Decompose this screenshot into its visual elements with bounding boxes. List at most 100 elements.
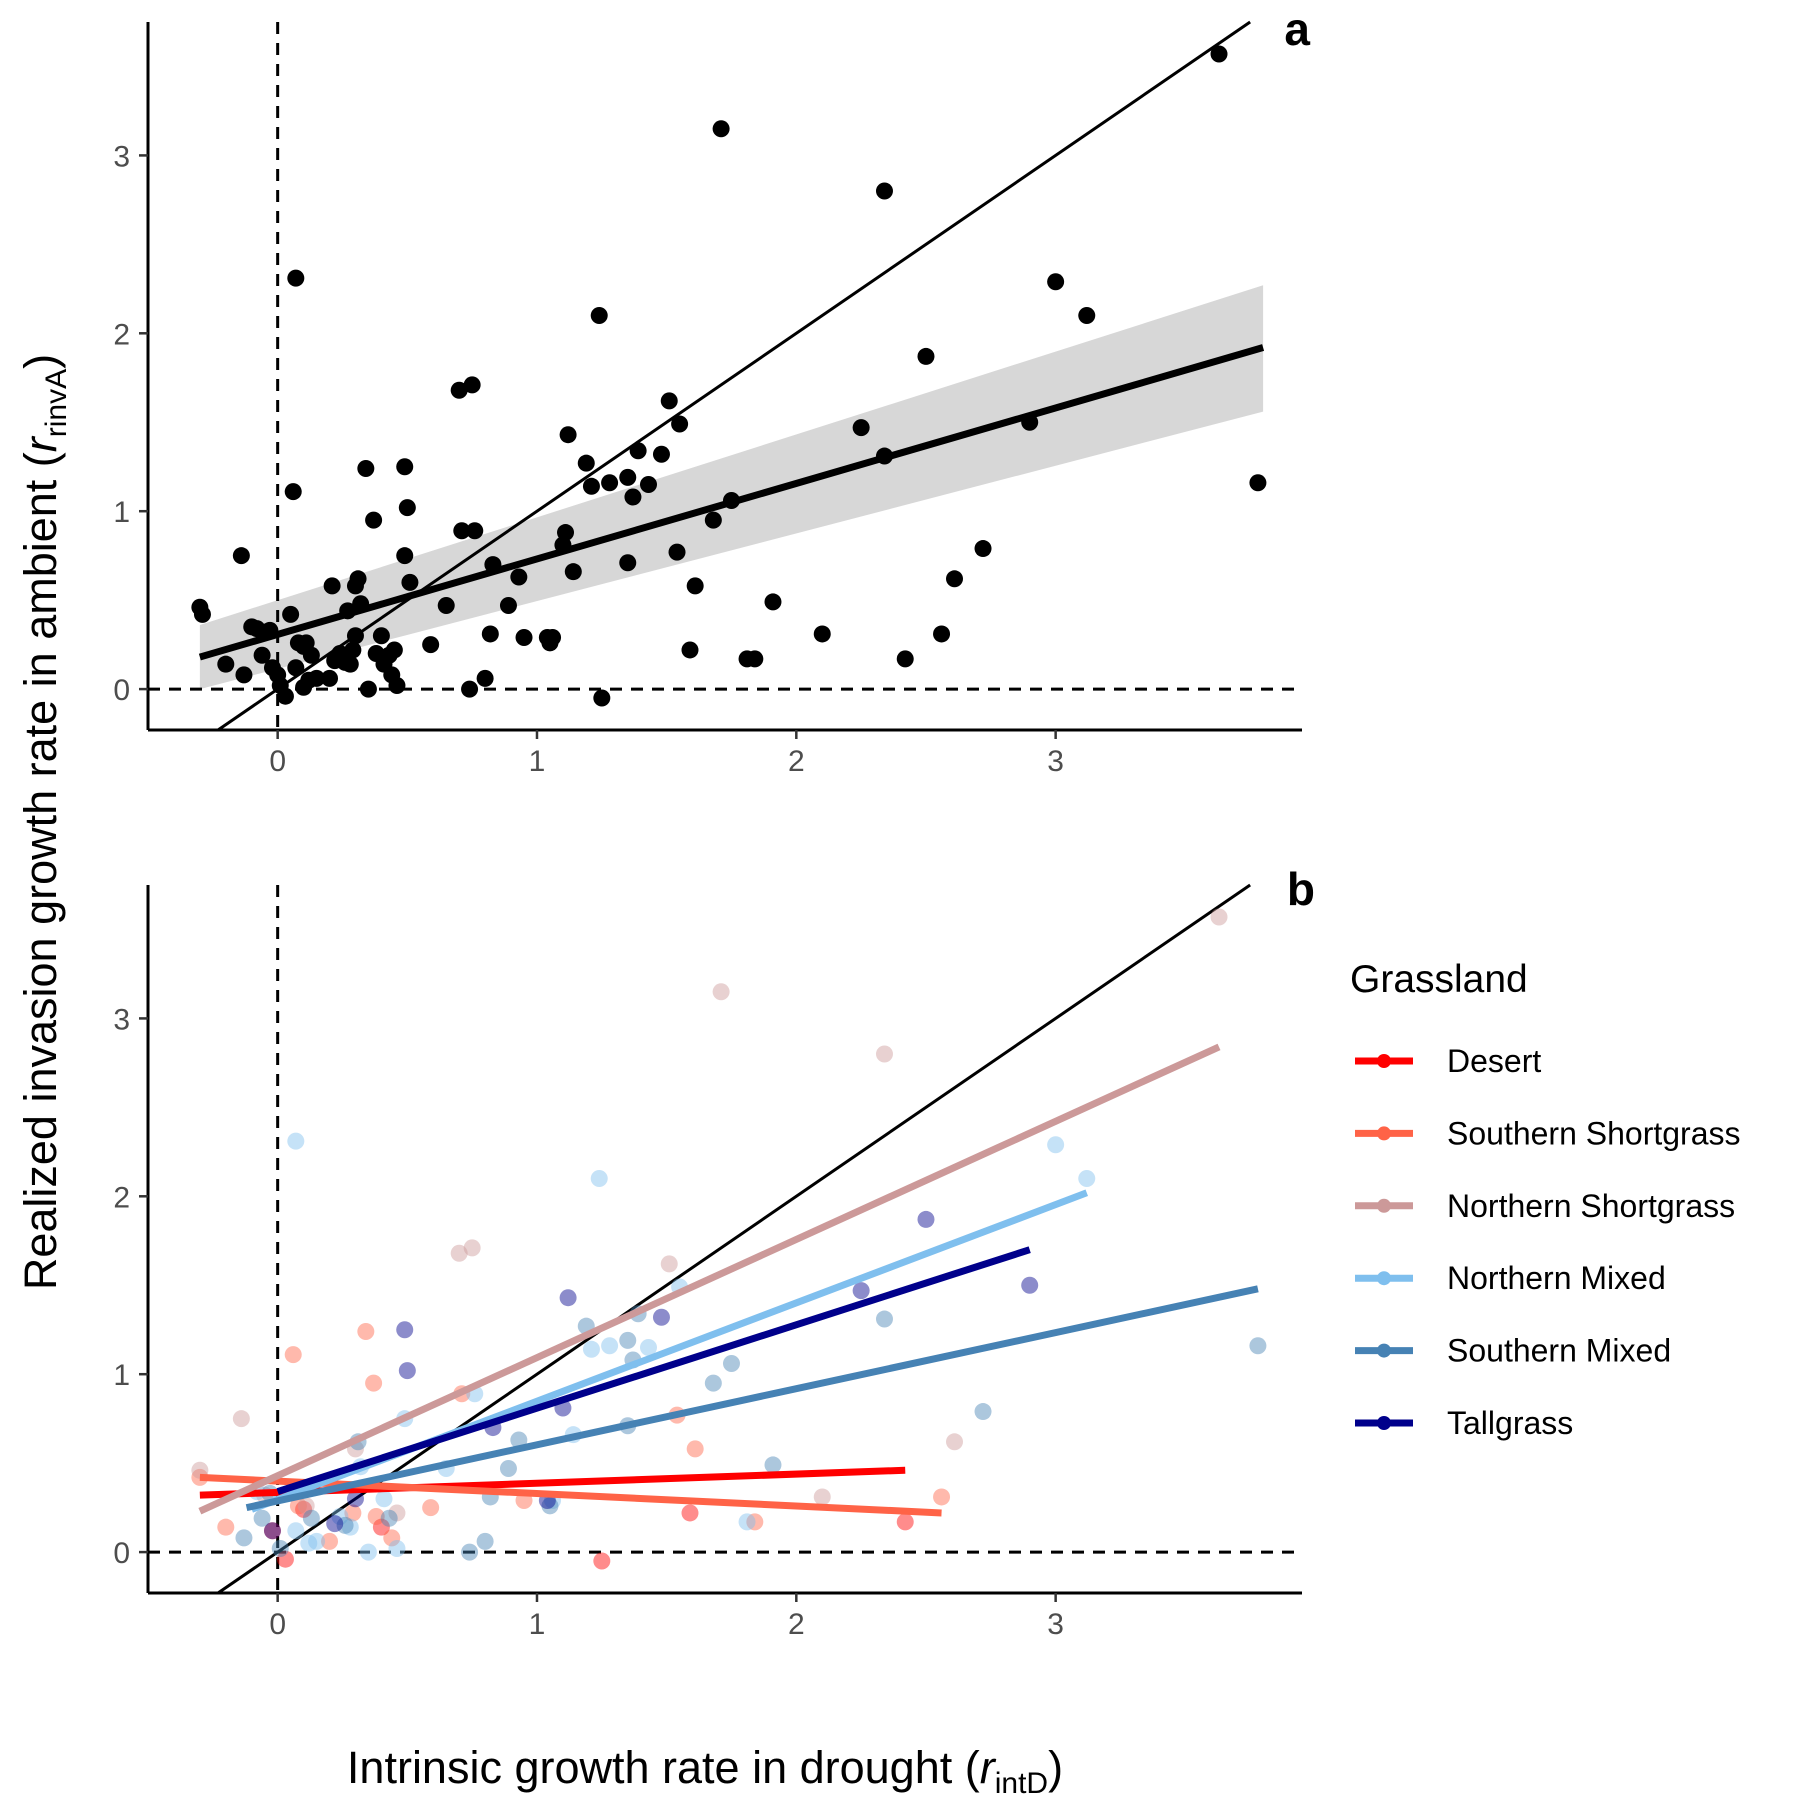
data-point [453, 522, 471, 540]
data-point [341, 1518, 359, 1536]
data-point [686, 577, 704, 595]
data-point [287, 1522, 305, 1540]
data-point [1078, 1170, 1096, 1188]
axes: 0 1 2 3 0 1 2 3 [113, 22, 1302, 778]
data-point [276, 687, 294, 705]
y-tick-label: 1 [113, 1359, 130, 1392]
data-point [1210, 45, 1228, 63]
data-point [284, 1346, 302, 1364]
data-point [385, 641, 403, 659]
data-point [217, 1518, 235, 1536]
data-point [323, 577, 341, 595]
data-point [515, 628, 533, 646]
data-point [308, 1532, 326, 1550]
data-point [660, 392, 678, 410]
data-point [263, 1522, 281, 1540]
data-point [463, 1239, 481, 1257]
x-tick-label: 0 [269, 1608, 286, 1641]
y-tick-label: 1 [113, 496, 130, 529]
data-point [852, 419, 870, 437]
data-point [896, 1513, 914, 1531]
data-point [336, 1516, 354, 1534]
data-point [686, 1440, 704, 1458]
data-point [346, 627, 364, 645]
data-point [422, 636, 440, 654]
data-point [510, 568, 528, 586]
data-point [544, 628, 562, 646]
panel-a: 0 1 2 3 0 1 2 3 a [113, 3, 1310, 778]
data-point [582, 477, 600, 495]
data-point [712, 120, 730, 138]
data-point [276, 1550, 294, 1568]
data-point [271, 1540, 289, 1558]
data-point [466, 522, 484, 540]
data-point [396, 458, 414, 476]
regression-fit-line [198, 344, 1265, 661]
y-tick-label: 2 [113, 318, 130, 351]
data-point [875, 1310, 893, 1328]
data-point [326, 1515, 344, 1533]
x-tick-label: 0 [269, 745, 286, 778]
data-point [1249, 1337, 1267, 1355]
x-tick-label: 2 [788, 1608, 805, 1641]
data-point [559, 1289, 577, 1307]
data-point [738, 1513, 756, 1531]
data-point [722, 1355, 740, 1373]
data-point [383, 1529, 401, 1547]
data-point [217, 655, 235, 673]
one-to-one-line [217, 20, 1251, 732]
legend-items: Desert Southern Shortgrass Northern Shortg… [1355, 1043, 1741, 1441]
data-point [681, 1504, 699, 1522]
data-point [232, 1410, 250, 1428]
x-tick-label: 3 [1047, 1608, 1064, 1641]
data-point [1047, 273, 1065, 291]
data-point [398, 499, 416, 517]
data-point [346, 1490, 364, 1508]
data-point [896, 650, 914, 668]
series-fit-line [198, 1043, 1221, 1515]
data-point [481, 625, 499, 643]
data-point [450, 381, 468, 399]
data-point [388, 1504, 406, 1522]
panel-label-b: b [1287, 863, 1315, 915]
data-point [388, 1540, 406, 1558]
legend-key-point [1377, 1271, 1391, 1286]
data-point [541, 1497, 559, 1515]
data-point [619, 468, 637, 486]
data-point [365, 511, 383, 529]
legend-key-point [1377, 1343, 1391, 1358]
data-point [704, 1374, 722, 1392]
data-point [450, 1244, 468, 1262]
data-point [321, 1532, 339, 1550]
data-point [764, 1456, 782, 1474]
data-point [476, 1532, 494, 1550]
confidence-band-area [199, 285, 1264, 690]
data-point [557, 524, 575, 542]
data-points [191, 45, 1267, 707]
y-tick-label: 3 [113, 1003, 130, 1036]
panel-b: 0 1 2 3 0 1 2 3 b [113, 863, 1315, 1641]
data-point [933, 1488, 951, 1506]
y-tick-label: 2 [113, 1181, 130, 1214]
data-point [282, 605, 300, 623]
x-tick-label: 1 [529, 1608, 546, 1641]
data-point [974, 1403, 992, 1421]
data-point [582, 1340, 600, 1358]
data-point [875, 1045, 893, 1063]
data-point [372, 627, 390, 645]
data-point [341, 655, 359, 673]
data-point [235, 666, 253, 684]
legend-key-point [1377, 1054, 1391, 1068]
data-point [639, 1339, 657, 1357]
legend-label: Southern Shortgrass [1447, 1115, 1741, 1151]
data-point [331, 1508, 349, 1526]
data-point [302, 1509, 320, 1527]
data-point [232, 547, 250, 565]
data-point [1249, 474, 1267, 492]
data-point [933, 625, 951, 643]
data-point [461, 680, 479, 698]
data-point [917, 1210, 935, 1228]
data-point [813, 1488, 831, 1506]
legend-label: Tallgrass [1447, 1405, 1573, 1441]
